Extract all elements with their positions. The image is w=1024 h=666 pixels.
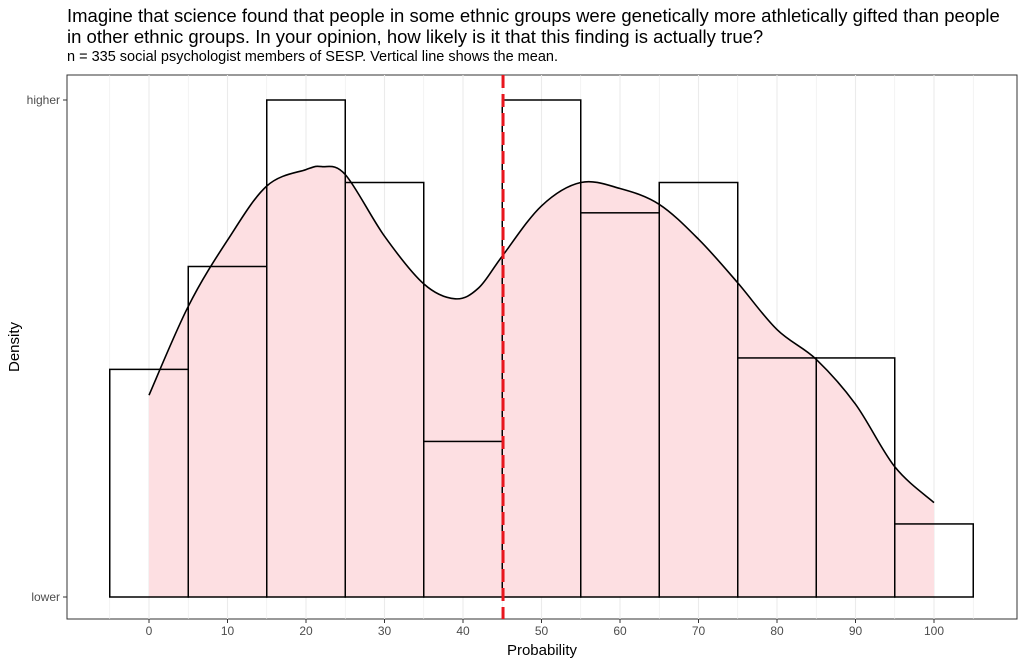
x-tick-label: 70 (692, 624, 706, 638)
chart-title: Imagine that science found that people i… (67, 5, 1000, 47)
x-tick-label: 10 (221, 624, 235, 638)
histogram-bars (109, 99, 974, 598)
histogram-bar (894, 523, 974, 598)
density-curve-layer (148, 165, 935, 504)
y-tick-label: higher (27, 93, 60, 107)
x-tick-label: 90 (849, 624, 863, 638)
x-tick-label: 50 (535, 624, 549, 638)
x-tick-label: 80 (770, 624, 784, 638)
histogram-bar (815, 357, 896, 598)
x-tick-label: 30 (378, 624, 392, 638)
chart-subtitle: n = 335 social psychologist members of S… (67, 49, 558, 65)
y-axis: lower higher (27, 93, 67, 604)
x-tick-label: 40 (456, 624, 470, 638)
density-curve (148, 165, 935, 504)
x-tick-label: 0 (146, 624, 153, 638)
x-tick-label: 100 (924, 624, 944, 638)
y-axis-title: Density (6, 321, 23, 372)
x-axis-title: Probability (507, 642, 578, 659)
y-tick-label: lower (31, 590, 60, 604)
histogram-bar (344, 181, 425, 598)
x-tick-label: 20 (299, 624, 313, 638)
x-axis: 0 10 20 30 40 50 60 70 80 90 100 (146, 619, 944, 638)
x-tick-label: 60 (613, 624, 627, 638)
